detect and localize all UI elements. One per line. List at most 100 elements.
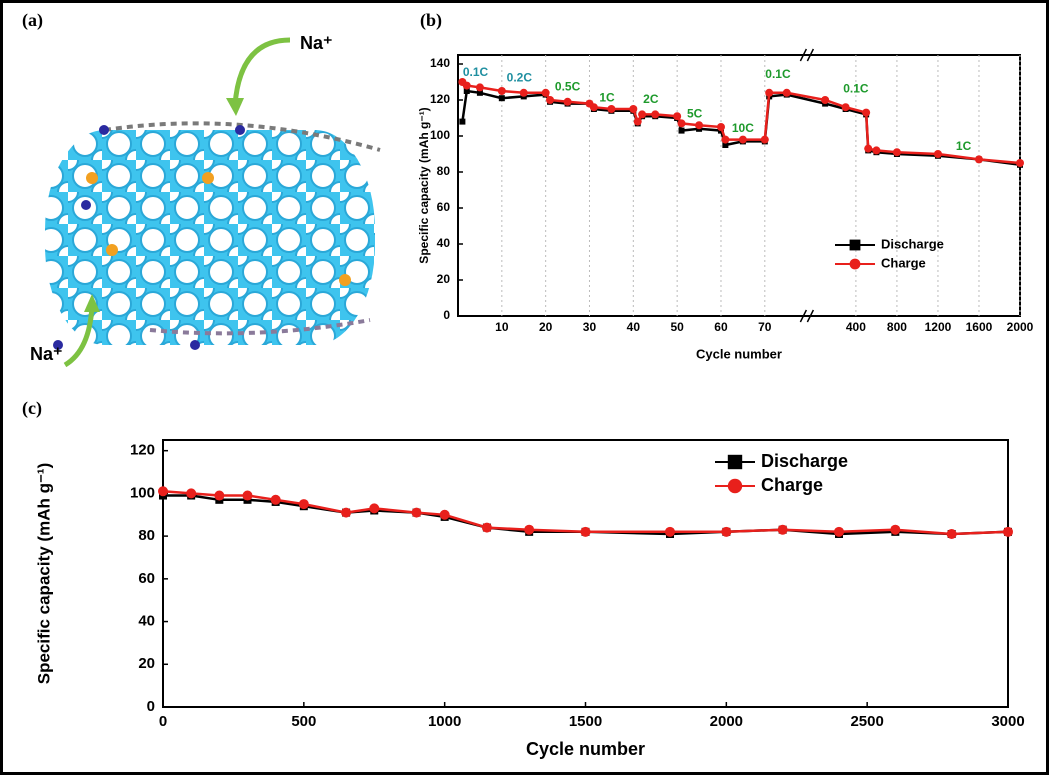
- data-point: [651, 110, 659, 118]
- y-axis-label: Specific capacity (mAh g⁻¹): [417, 107, 431, 263]
- atom: [202, 172, 214, 184]
- x-tick-label: 800: [887, 320, 907, 334]
- page: (a) Na⁺ Na⁺ (b)0204060801001201401020304…: [0, 0, 1049, 780]
- annotation: 1C: [599, 90, 615, 104]
- y-tick-label: 0: [443, 308, 450, 322]
- legend-marker: [850, 240, 861, 251]
- data-point: [524, 525, 534, 535]
- legend-label: Charge: [881, 255, 926, 270]
- x-axis-label: Cycle number: [526, 739, 645, 759]
- data-point: [893, 148, 901, 156]
- data-point: [440, 510, 450, 520]
- y-tick-label: 80: [138, 527, 155, 544]
- data-point: [607, 105, 615, 113]
- annotation: 0.5C: [555, 80, 581, 94]
- x-tick-label: 500: [291, 713, 316, 730]
- atom: [99, 125, 109, 135]
- atom: [106, 244, 118, 256]
- data-point: [499, 95, 505, 101]
- x-tick-label: 3000: [991, 713, 1024, 730]
- y-tick-label: 60: [138, 570, 155, 587]
- data-point: [638, 110, 646, 118]
- ion-label: Na⁺: [300, 33, 333, 53]
- x-tick-label: 50: [670, 320, 684, 334]
- x-tick-label: 40: [627, 320, 641, 334]
- data-point: [546, 96, 554, 104]
- x-tick-label: 1600: [966, 320, 993, 334]
- data-point: [834, 527, 844, 537]
- data-point: [761, 136, 769, 144]
- data-point: [459, 119, 465, 125]
- x-tick-label: 2000: [710, 713, 743, 730]
- data-point: [581, 527, 591, 537]
- legend-label: Charge: [761, 475, 823, 495]
- x-tick-label: 10: [495, 320, 509, 334]
- y-tick-label: 40: [437, 236, 451, 250]
- figure: (a) Na⁺ Na⁺ (b)0204060801001201401020304…: [0, 0, 1049, 775]
- x-tick-label: 70: [758, 320, 772, 334]
- data-point: [158, 486, 168, 496]
- annotation: 0.1C: [843, 81, 869, 95]
- x-tick-label: 30: [583, 320, 597, 334]
- annotation: 1C: [956, 139, 972, 153]
- data-point: [1003, 527, 1013, 537]
- annotation: 0.1C: [765, 67, 791, 81]
- data-point: [1016, 159, 1024, 167]
- legend-marker: [850, 259, 861, 270]
- data-point: [673, 112, 681, 120]
- y-tick-label: 20: [138, 655, 155, 672]
- x-tick-label: 2500: [850, 713, 883, 730]
- panel-label: (b): [420, 10, 442, 31]
- data-point: [271, 495, 281, 505]
- data-point: [629, 105, 637, 113]
- data-point: [821, 96, 829, 104]
- atom: [81, 200, 91, 210]
- annotation: 10C: [732, 121, 754, 135]
- data-point: [520, 89, 528, 97]
- legend-label: Discharge: [881, 236, 944, 251]
- data-point: [947, 529, 957, 539]
- panel-label: (c): [22, 398, 42, 419]
- data-point: [590, 103, 598, 111]
- atom: [190, 340, 200, 350]
- data-point: [214, 491, 224, 501]
- data-point: [542, 89, 550, 97]
- data-point: [864, 145, 872, 153]
- nanotube: [45, 130, 375, 345]
- atom: [86, 172, 98, 184]
- x-tick-label: 1500: [569, 713, 602, 730]
- data-point: [765, 89, 773, 97]
- atom: [235, 125, 245, 135]
- y-tick-label: 0: [147, 698, 155, 715]
- data-point: [299, 499, 309, 509]
- y-tick-label: 20: [437, 272, 451, 286]
- y-axis-label: Specific capacity (mAh g⁻¹): [34, 463, 53, 685]
- panel-label: (a): [22, 10, 43, 31]
- y-tick-label: 80: [437, 164, 451, 178]
- y-tick-label: 120: [430, 92, 450, 106]
- data-point: [842, 103, 850, 111]
- annotation: 0.2C: [507, 71, 533, 85]
- annotation: 2C: [643, 92, 659, 106]
- data-point: [476, 83, 484, 91]
- annotation: 5C: [687, 107, 703, 121]
- data-point: [679, 128, 685, 134]
- x-tick-label: 2000: [1007, 320, 1034, 334]
- x-tick-label: 1200: [925, 320, 952, 334]
- x-tick-label: 1000: [428, 713, 461, 730]
- x-tick-label: 400: [846, 320, 866, 334]
- data-point: [721, 527, 731, 537]
- data-point: [186, 488, 196, 498]
- data-point: [665, 527, 675, 537]
- legend-marker: [728, 455, 742, 469]
- data-point: [678, 119, 686, 127]
- data-point: [634, 118, 642, 126]
- legend-marker: [728, 479, 742, 493]
- data-point: [482, 523, 492, 533]
- data-point: [717, 123, 725, 131]
- data-point: [975, 155, 983, 163]
- data-point: [695, 121, 703, 129]
- x-tick-label: 20: [539, 320, 553, 334]
- data-point: [721, 136, 729, 144]
- y-tick-label: 100: [130, 484, 155, 501]
